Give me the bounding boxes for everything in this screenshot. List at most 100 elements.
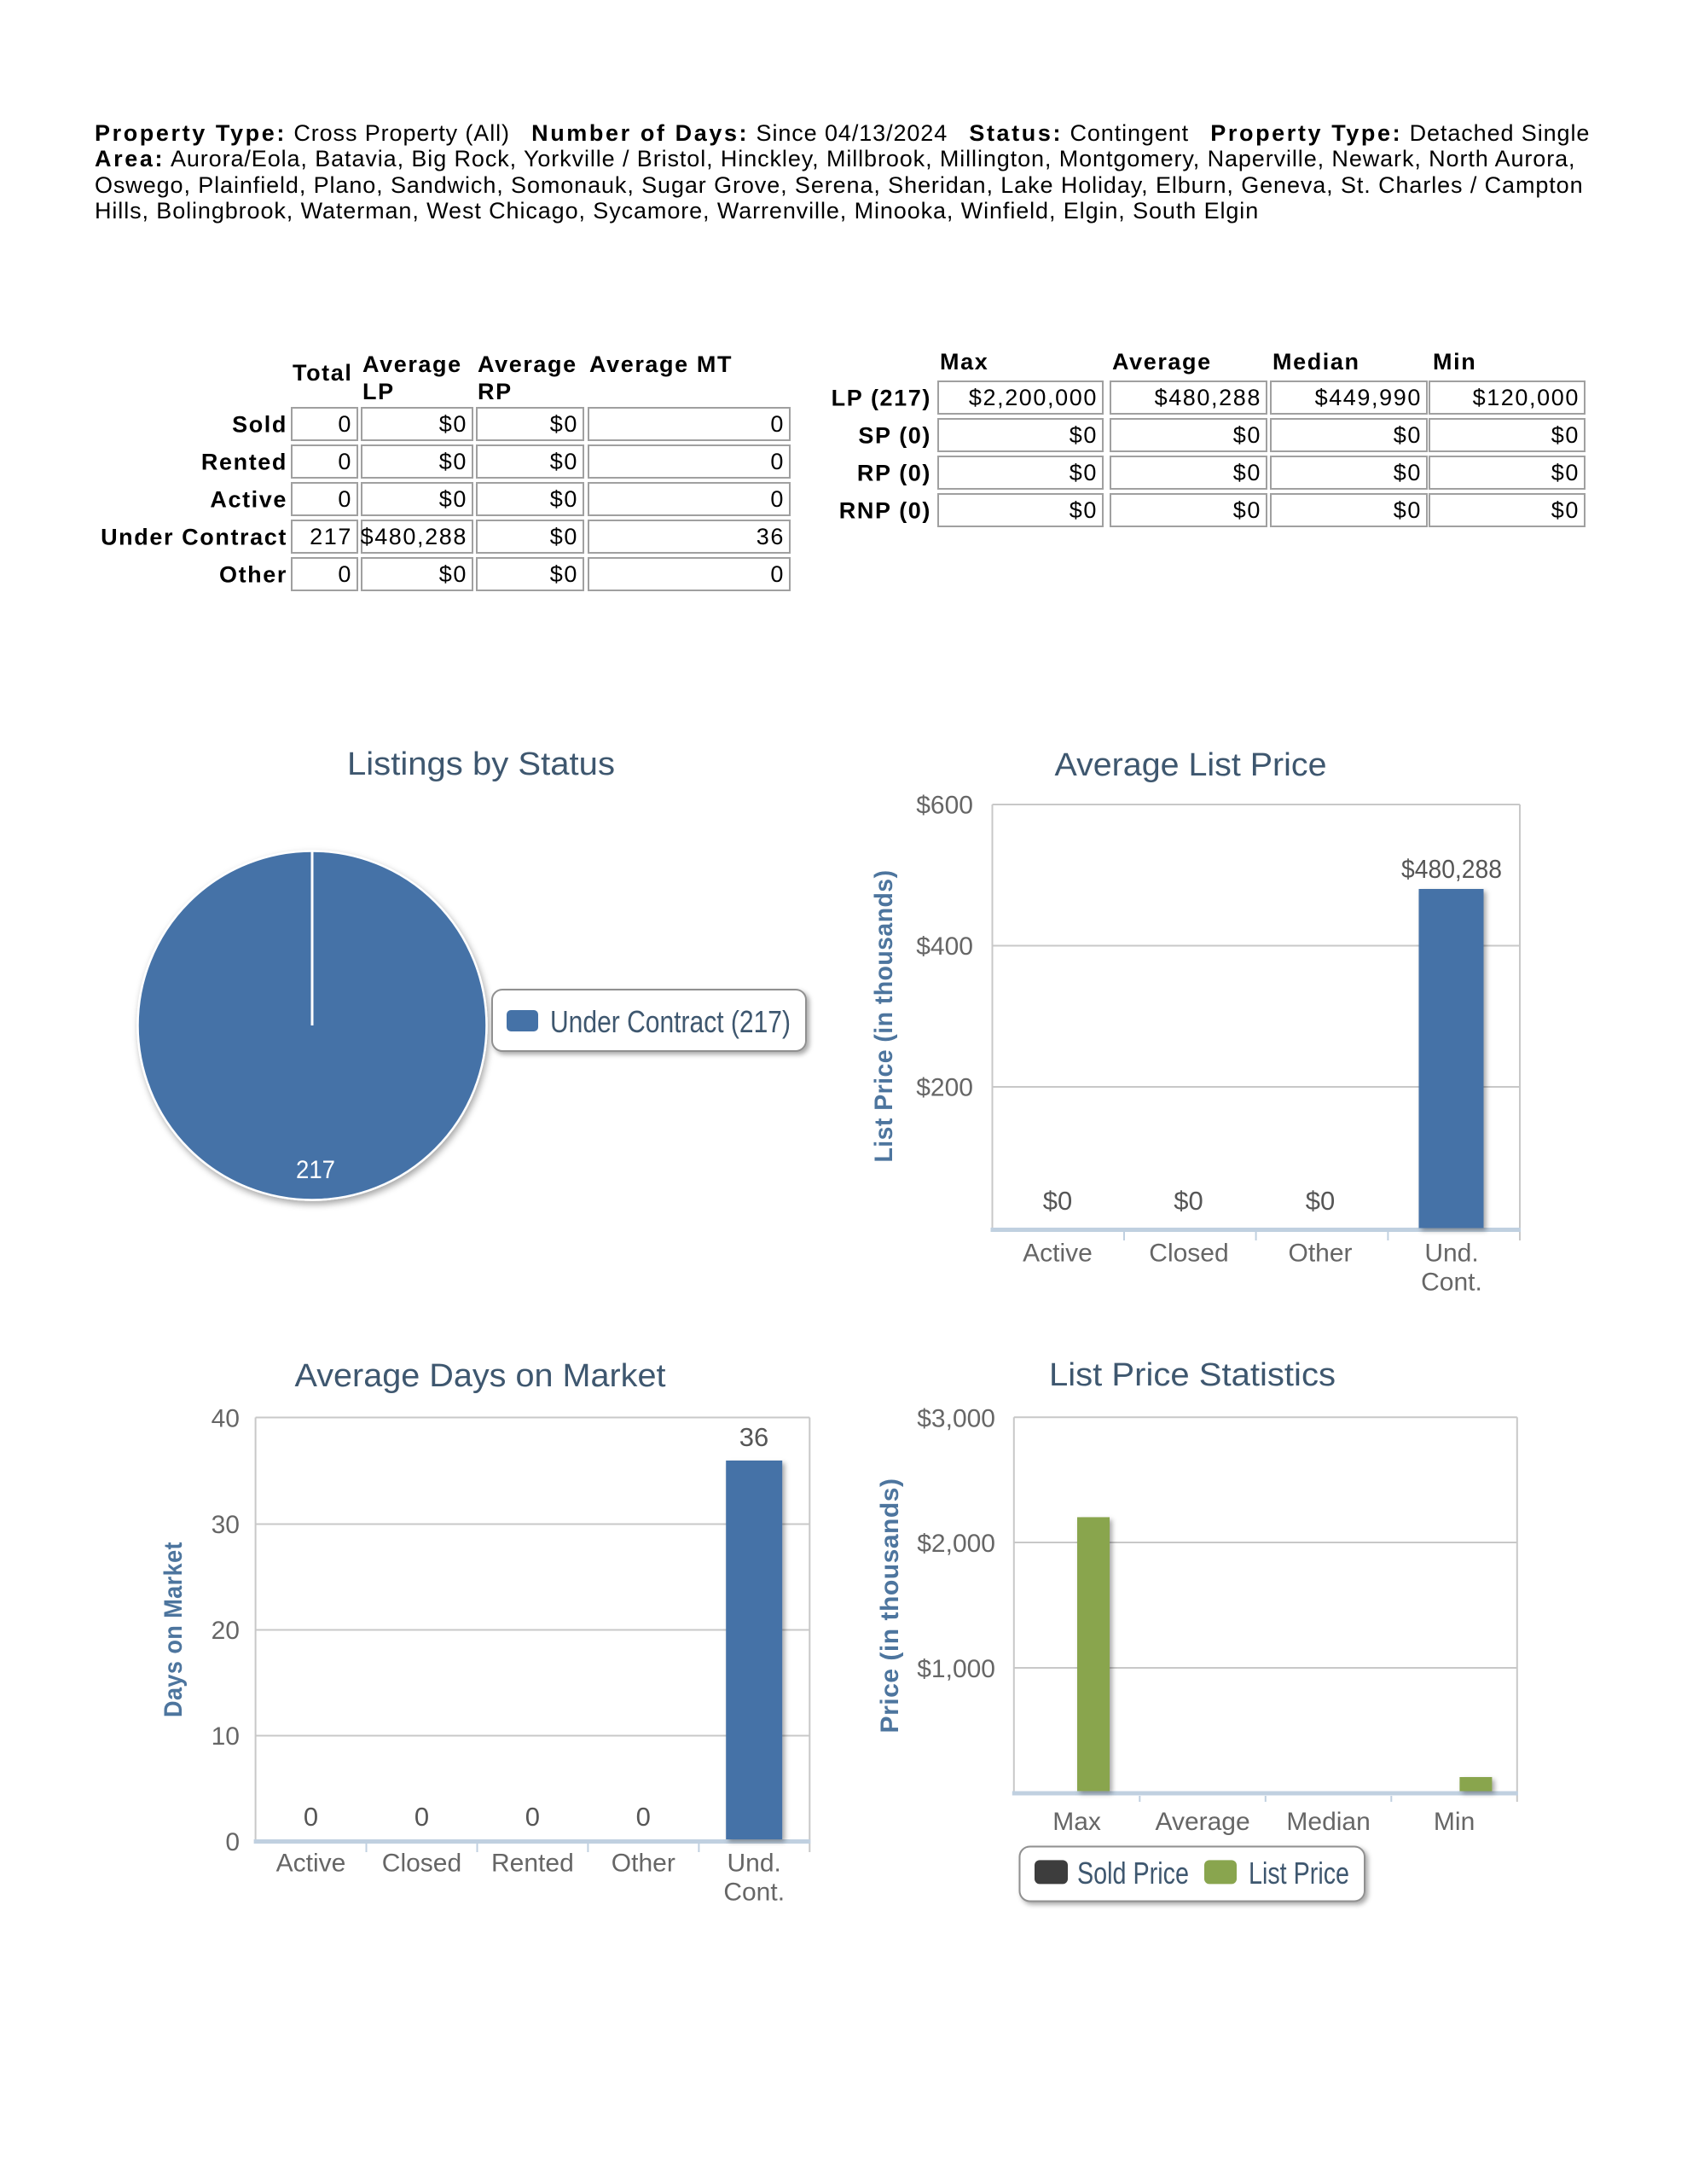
svg-text:Cont.: Cont.	[723, 1879, 785, 1907]
svg-text:$0: $0	[1043, 1186, 1072, 1216]
svg-text:$0: $0	[1394, 497, 1422, 523]
svg-text:Days on Market: Days on Market	[159, 1542, 188, 1717]
svg-text:Rented: Rented	[491, 1850, 574, 1878]
svg-text:RNP (0): RNP (0)	[839, 498, 931, 524]
svg-text:$0: $0	[550, 561, 578, 587]
svg-text:Rented: Rented	[201, 450, 287, 475]
svg-text:$2,000: $2,000	[917, 1530, 995, 1558]
svg-text:Average: Average	[478, 351, 577, 377]
svg-text:$0: $0	[1070, 497, 1098, 523]
svg-text:Sold Price: Sold Price	[1077, 1856, 1189, 1891]
svg-text:$0: $0	[1551, 422, 1580, 448]
svg-text:$0: $0	[439, 449, 467, 474]
svg-text:Price (in thousands): Price (in thousands)	[876, 1478, 904, 1734]
svg-text:$200: $200	[916, 1074, 973, 1102]
svg-text:$480,288: $480,288	[1401, 854, 1502, 884]
svg-text:36: 36	[739, 1422, 768, 1452]
svg-text:Min: Min	[1433, 349, 1476, 375]
svg-text:$0: $0	[550, 486, 578, 512]
svg-text:$120,000: $120,000	[1473, 385, 1580, 410]
svg-text:$0: $0	[439, 486, 467, 512]
svg-text:$449,990: $449,990	[1315, 385, 1422, 410]
svg-text:$480,288: $480,288	[1155, 385, 1261, 410]
svg-text:$600: $600	[916, 792, 973, 820]
svg-text:40: 40	[212, 1405, 240, 1433]
svg-text:$0: $0	[1551, 460, 1580, 485]
svg-text:Average List Price: Average List Price	[1055, 747, 1327, 783]
svg-text:0: 0	[770, 449, 785, 474]
svg-text:0: 0	[770, 486, 785, 512]
svg-text:$400: $400	[916, 932, 973, 961]
svg-text:Other: Other	[219, 562, 287, 588]
svg-text:0: 0	[338, 411, 352, 437]
svg-text:LP (217): LP (217)	[832, 386, 931, 411]
svg-text:217: 217	[310, 524, 352, 549]
svg-text:$0: $0	[550, 411, 578, 437]
svg-text:Active: Active	[276, 1850, 346, 1878]
svg-text:Average: Average	[362, 351, 462, 377]
svg-text:$1,000: $1,000	[917, 1655, 995, 1683]
svg-text:List Price (in thousands): List Price (in thousands)	[870, 870, 898, 1163]
svg-text:Under Contract: Under Contract	[101, 525, 287, 550]
svg-text:0: 0	[636, 1802, 651, 1832]
svg-text:$0: $0	[1233, 460, 1261, 485]
svg-text:Active: Active	[210, 487, 287, 513]
svg-text:LP: LP	[362, 379, 395, 404]
svg-text:List Price: List Price	[1249, 1856, 1349, 1891]
svg-text:0: 0	[415, 1802, 429, 1832]
svg-text:Median: Median	[1272, 349, 1360, 375]
svg-text:RP: RP	[478, 379, 513, 404]
svg-text:RP (0): RP (0)	[857, 461, 931, 486]
svg-text:Max: Max	[1052, 1808, 1101, 1836]
svg-text:$0: $0	[550, 449, 578, 474]
svg-text:Other: Other	[612, 1850, 675, 1878]
svg-text:$0: $0	[1394, 460, 1422, 485]
svg-text:10: 10	[212, 1722, 240, 1751]
svg-text:0: 0	[304, 1802, 318, 1832]
svg-text:$0: $0	[1070, 422, 1098, 448]
svg-text:SP (0): SP (0)	[858, 423, 931, 449]
svg-text:$0: $0	[1551, 497, 1580, 523]
svg-text:$480,288: $480,288	[361, 524, 467, 549]
svg-text:0: 0	[338, 561, 352, 587]
svg-text:Average Days on Market: Average Days on Market	[295, 1358, 666, 1394]
svg-text:Und.: Und.	[1424, 1240, 1478, 1268]
svg-text:Cont.: Cont.	[1421, 1269, 1482, 1297]
svg-text:Active: Active	[1023, 1240, 1093, 1268]
svg-text:Average: Average	[1155, 1808, 1249, 1836]
svg-text:Other: Other	[1288, 1240, 1352, 1268]
svg-text:Average MT: Average MT	[589, 351, 733, 377]
svg-text:Listings by Status: Listings by Status	[347, 746, 615, 782]
svg-text:0: 0	[338, 449, 352, 474]
svg-text:Total: Total	[293, 360, 353, 386]
svg-text:36: 36	[757, 524, 785, 549]
svg-text:0: 0	[525, 1802, 540, 1832]
svg-text:$0: $0	[1233, 497, 1261, 523]
svg-text:Closed: Closed	[1149, 1240, 1228, 1268]
svg-text:$3,000: $3,000	[917, 1405, 995, 1433]
svg-text:Und.: Und.	[728, 1850, 781, 1878]
svg-text:217: 217	[296, 1156, 335, 1184]
svg-text:Under Contract (217): Under Contract (217)	[550, 1004, 791, 1039]
svg-text:$2,200,000: $2,200,000	[969, 385, 1098, 410]
svg-text:30: 30	[212, 1511, 240, 1539]
svg-text:20: 20	[212, 1617, 240, 1645]
svg-text:$0: $0	[439, 411, 467, 437]
svg-text:$0: $0	[439, 561, 467, 587]
svg-text:$0: $0	[1174, 1186, 1203, 1216]
svg-text:$0: $0	[1306, 1186, 1335, 1216]
svg-text:Average: Average	[1112, 349, 1212, 375]
svg-text:Min: Min	[1434, 1808, 1475, 1836]
svg-text:$0: $0	[1070, 460, 1098, 485]
svg-text:Max: Max	[940, 349, 988, 375]
svg-text:$0: $0	[1394, 422, 1422, 448]
svg-text:0: 0	[770, 561, 785, 587]
svg-text:$0: $0	[1233, 422, 1261, 448]
svg-text:Closed: Closed	[382, 1850, 461, 1878]
svg-text:List Price Statistics: List Price Statistics	[1049, 1357, 1336, 1393]
svg-text:0: 0	[338, 486, 352, 512]
svg-text:$0: $0	[550, 524, 578, 549]
svg-text:Median: Median	[1286, 1808, 1370, 1836]
svg-text:Sold: Sold	[232, 412, 287, 438]
svg-text:0: 0	[225, 1828, 240, 1856]
